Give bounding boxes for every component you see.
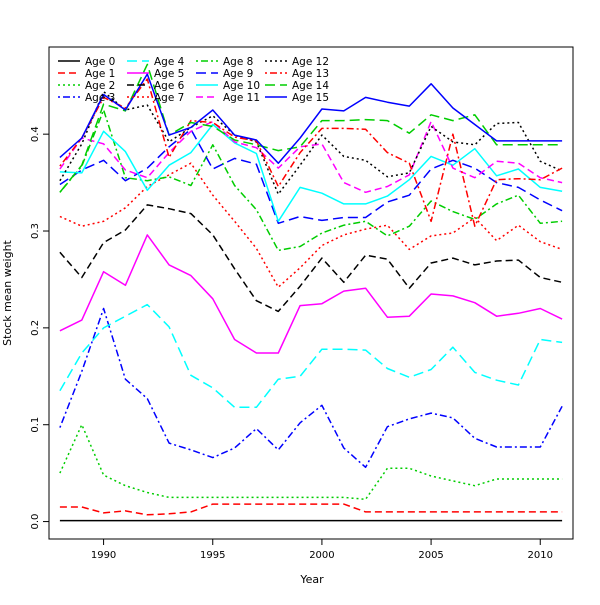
legend-label: Age 7 [154,92,184,104]
series-line-age-7 [59,162,563,288]
y-tick-label: 0.3 [30,223,41,239]
legend-label: Age 9 [223,68,253,80]
x-tick-label: 2000 [309,550,334,561]
y-axis-title: Stock mean weight [1,239,14,345]
x-tick-label: 2010 [528,550,553,561]
legend-label: Age 6 [154,80,185,92]
series-lines [59,63,563,522]
legend-label: Age 13 [292,68,329,80]
series-line-age-2 [59,423,563,501]
legend-label: Age 2 [85,80,115,92]
legend-label: Age 15 [292,92,329,104]
legend-label: Age 12 [292,56,329,68]
series-line-age-15 [59,73,563,164]
series-line-age-4 [59,303,563,409]
y-tick-label: 0.1 [30,417,41,433]
legend-label: Age 5 [154,68,184,80]
series-line-age-3 [59,307,563,469]
axes: 1990 1995 2000 2005 2010 0.0 0.1 0.2 0.3 0.4 [30,126,553,561]
legend-label: Age 1 [85,68,115,80]
series-line-age-1 [59,503,563,516]
legend-label: Age 10 [223,80,260,92]
series-line-age-12 [59,90,563,195]
legend-label: Age 0 [85,56,115,68]
series-line-age-10 [59,123,563,223]
x-axis-title: Year [299,573,324,586]
series-line-age-13 [59,78,563,227]
x-tick-label: 1995 [200,550,225,561]
y-tick-label: 0.2 [30,320,41,336]
y-tick-label: 0.0 [30,514,41,530]
x-tick-label: 2005 [418,550,443,561]
series-line-age-5 [59,234,563,354]
legend-label: Age 4 [154,56,185,68]
series-line-age-14 [59,63,563,193]
plot-frame [48,46,574,540]
legend-label: Age 8 [223,56,253,68]
series-line-age-11 [59,120,563,194]
legend-label: Age 3 [85,92,115,104]
x-tick-label: 1990 [91,550,116,561]
series-line-age-9 [59,128,563,225]
y-tick-label: 0.4 [30,126,41,142]
legend-label: Age 14 [292,80,329,92]
series-line-age-6 [59,204,563,313]
legend-label: Age 11 [223,92,260,104]
